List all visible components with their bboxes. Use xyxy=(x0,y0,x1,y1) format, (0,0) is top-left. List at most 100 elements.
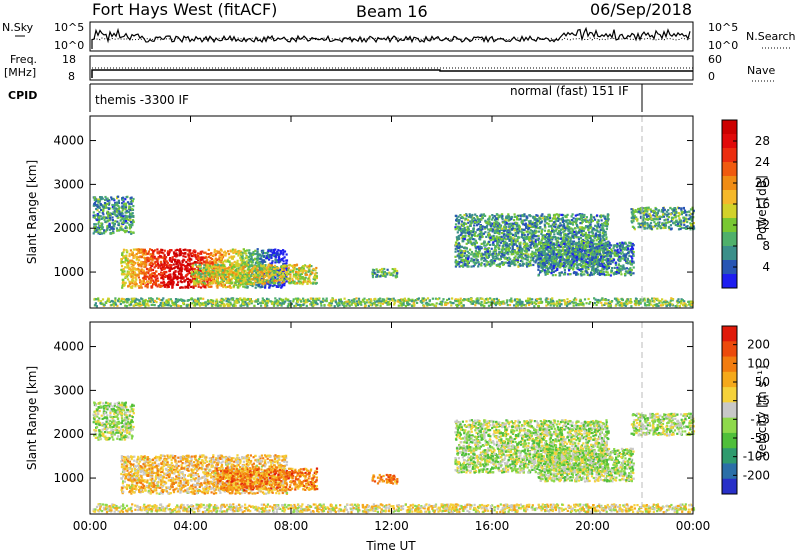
heatmap-cell xyxy=(505,248,507,250)
heatmap-cell xyxy=(592,220,594,222)
heatmap-cell xyxy=(204,257,206,259)
heatmap-cell xyxy=(108,219,110,221)
heatmap-cell xyxy=(283,260,285,262)
heatmap-cell xyxy=(544,238,546,240)
heatmap-cell xyxy=(206,257,208,259)
heatmap-cell xyxy=(150,279,152,281)
heatmap-cell xyxy=(464,232,466,234)
heatmap-cell xyxy=(197,262,199,264)
heatmap-cell xyxy=(240,253,242,255)
heatmap-cell xyxy=(123,249,125,251)
heatmap-cell xyxy=(497,224,499,226)
heatmap-cell xyxy=(599,215,601,217)
heatmap-cell xyxy=(181,252,183,254)
heatmap-cell xyxy=(503,238,505,240)
heatmap-cell xyxy=(515,222,517,224)
heatmap-cell xyxy=(497,222,499,224)
heatmap-cell xyxy=(209,275,211,277)
power-heatmap xyxy=(93,196,696,308)
heatmap-cell xyxy=(471,251,473,253)
heatmap-cell xyxy=(293,282,295,284)
heatmap-cell xyxy=(528,214,530,216)
heatmap-cell xyxy=(144,282,146,284)
heatmap-cell xyxy=(544,224,546,226)
heatmap-cell xyxy=(289,271,291,273)
heatmap-cell xyxy=(220,258,222,260)
heatmap-cell xyxy=(129,283,131,285)
heatmap-cell xyxy=(514,264,516,266)
heatmap-cell xyxy=(235,262,237,264)
heatmap-cell xyxy=(501,236,503,238)
heatmap-cell xyxy=(497,232,499,234)
freq-label-line2: [MHz] xyxy=(4,66,36,79)
heatmap-cell xyxy=(257,254,259,256)
heatmap-cell xyxy=(526,255,528,257)
heatmap-cell xyxy=(190,263,192,265)
heatmap-cell xyxy=(185,261,187,263)
heatmap-cell xyxy=(102,212,104,214)
heatmap-cell xyxy=(93,232,95,234)
heatmap-cell xyxy=(563,236,565,238)
heatmap-cell xyxy=(463,247,465,249)
heatmap-cell xyxy=(222,277,224,279)
beam-title: Beam 16 xyxy=(356,2,428,21)
heatmap-cell xyxy=(205,266,207,268)
heatmap-cell xyxy=(160,282,162,284)
heatmap-cell xyxy=(210,262,212,264)
heatmap-cell xyxy=(98,219,100,221)
heatmap-cell xyxy=(564,215,566,217)
heatmap-cell xyxy=(460,255,462,257)
heatmap-cell xyxy=(286,278,288,280)
heatmap-cell xyxy=(283,274,285,276)
heatmap-cell xyxy=(392,268,394,270)
heatmap-cell xyxy=(132,198,134,200)
heatmap-cell xyxy=(286,253,288,255)
heatmap-cell xyxy=(128,271,130,273)
heatmap-cell xyxy=(208,277,210,279)
heatmap-cell xyxy=(230,250,232,252)
heatmap-cell xyxy=(478,220,480,222)
heatmap-cell xyxy=(253,283,255,285)
heatmap-cell xyxy=(529,225,531,227)
heatmap-cell xyxy=(514,250,516,252)
heatmap-cell xyxy=(136,249,138,251)
heatmap-cell xyxy=(502,218,504,220)
heatmap-cell xyxy=(530,253,532,255)
heatmap-cell xyxy=(161,264,163,266)
heatmap-cell xyxy=(133,257,135,259)
heatmap-cell xyxy=(462,240,464,242)
heatmap-cell xyxy=(204,252,206,254)
heatmap-cell xyxy=(200,259,202,261)
heatmap-cell xyxy=(197,273,199,275)
heatmap-cell xyxy=(469,225,471,227)
heatmap-cell xyxy=(481,243,483,245)
heatmap-cell xyxy=(520,248,522,250)
heatmap-cell xyxy=(195,269,197,271)
heatmap-cell xyxy=(509,231,511,233)
heatmap-cell xyxy=(306,274,308,276)
heatmap-cell xyxy=(203,264,205,266)
heatmap-cell xyxy=(274,249,276,251)
heatmap-cell xyxy=(183,259,185,261)
heatmap-cell xyxy=(588,221,590,223)
heatmap-cell xyxy=(176,276,178,278)
heatmap-cell xyxy=(266,257,268,259)
heatmap-cell xyxy=(171,268,173,270)
heatmap-cell xyxy=(580,237,582,239)
heatmap-cell xyxy=(516,218,518,220)
heatmap-cell xyxy=(510,218,512,220)
heatmap-cell xyxy=(508,257,510,259)
heatmap-cell xyxy=(464,236,466,238)
heatmap-cell xyxy=(128,224,130,226)
heatmap-cell xyxy=(578,232,580,234)
heatmap-cell xyxy=(199,261,201,263)
heatmap-cell xyxy=(579,226,581,228)
heatmap-cell xyxy=(478,261,480,263)
heatmap-cell xyxy=(489,244,491,246)
heatmap-cell xyxy=(158,284,160,286)
heatmap-cell xyxy=(511,253,513,255)
heatmap-cell xyxy=(261,286,263,288)
heatmap-cell xyxy=(289,273,291,275)
heatmap-cell xyxy=(237,254,239,256)
heatmap-cell xyxy=(204,283,206,285)
